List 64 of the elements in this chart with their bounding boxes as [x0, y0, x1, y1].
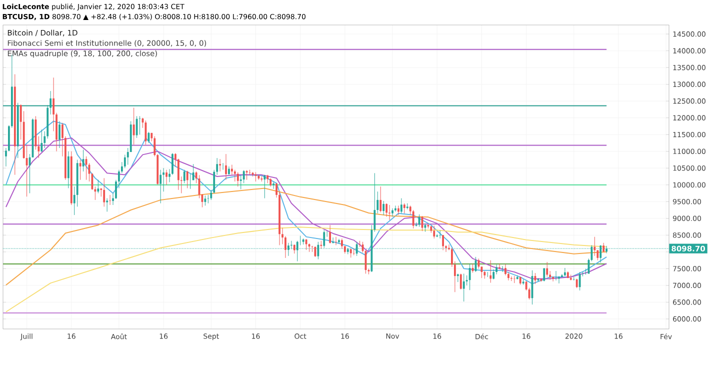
candlestick: [397, 205, 400, 216]
candlestick: [386, 203, 388, 217]
candlestick: [513, 276, 516, 284]
candlestick: [546, 262, 548, 277]
candlestick: [578, 272, 581, 291]
candlestick: [246, 170, 248, 180]
candlestick: [594, 236, 596, 256]
candlestick: [490, 260, 492, 283]
candlestick: [67, 151, 70, 188]
candlestick: [502, 266, 504, 272]
candlestick: [236, 172, 239, 187]
candlestick: [498, 263, 500, 270]
candlestick: [183, 170, 186, 184]
candlestick: [138, 116, 141, 135]
candlestick: [109, 194, 111, 206]
candlestick: [314, 246, 316, 258]
candlestick: [311, 246, 314, 252]
candlestick: [219, 158, 221, 172]
candlestick: [382, 200, 385, 216]
candlestick: [58, 120, 60, 148]
candlestick: [350, 248, 352, 258]
candlestick: [338, 238, 340, 244]
candlestick: [103, 178, 106, 207]
candlestick: [264, 174, 266, 199]
candlestick: [106, 198, 108, 212]
candlestick: [442, 234, 444, 250]
candlestick: [323, 230, 326, 248]
candlestick: [329, 224, 332, 244]
candlestick: [403, 203, 406, 214]
candlestick: [388, 204, 390, 220]
candlestick: [204, 195, 206, 206]
candlestick: [352, 248, 355, 256]
candlestick: [225, 154, 227, 180]
candlestick: [564, 268, 566, 276]
candlestick: [543, 268, 546, 282]
candlestick: [248, 170, 251, 176]
candlestick: [254, 172, 257, 182]
candlestick: [126, 148, 129, 166]
candlestick: [400, 198, 402, 214]
candlestick: [40, 129, 43, 152]
candlestick: [380, 186, 382, 213]
candlestick: [293, 244, 296, 254]
line-series: [5, 226, 608, 312]
candlestick: [439, 230, 442, 239]
candlestick: [332, 237, 334, 244]
candlestick: [460, 273, 462, 290]
candlestick: [242, 170, 245, 184]
candlestick: [79, 159, 82, 180]
candlestick: [132, 108, 135, 145]
candlestick: [97, 180, 100, 194]
candlestick: [166, 170, 168, 186]
candlestick: [358, 240, 361, 248]
candlestick: [340, 238, 343, 249]
candlestick: [392, 208, 394, 217]
candlestick: [160, 170, 162, 204]
candlestick: [412, 210, 414, 229]
candlestick: [186, 170, 188, 188]
candlestick: [602, 242, 605, 252]
candlestick: [433, 226, 436, 239]
candlestick: [576, 278, 578, 288]
candlestick: [136, 116, 138, 138]
candlestick: [462, 273, 465, 302]
candlestick: [272, 182, 275, 190]
candlestick: [148, 132, 150, 144]
